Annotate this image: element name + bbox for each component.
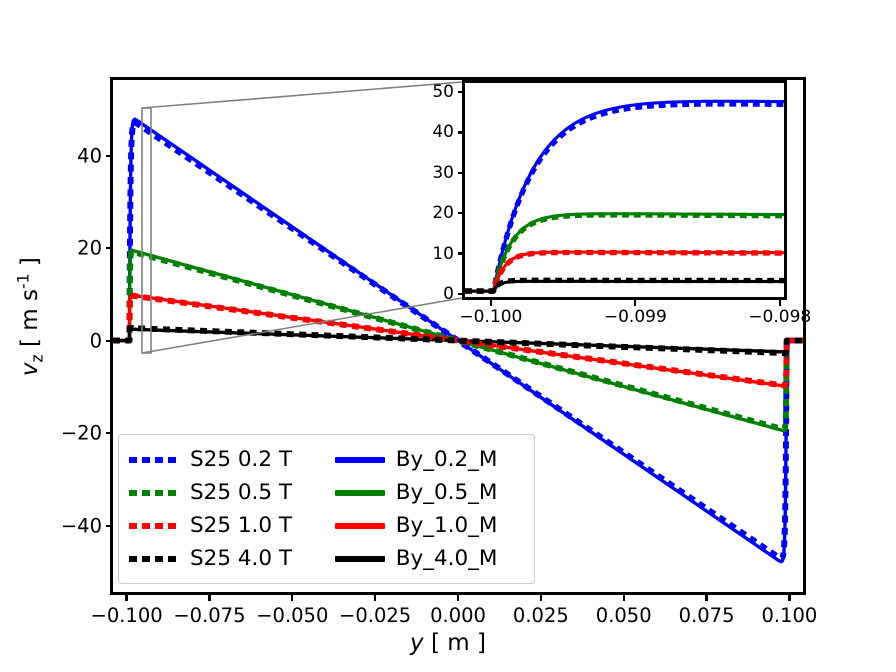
legend-box[interactable]: S25 0.2 T By_0.2_M S25 0.5 T By_0.5_M S2… (118, 434, 535, 584)
legend-swatch-solid (334, 456, 385, 463)
legend-label: S25 1.0 T (190, 513, 292, 538)
legend-label: By_1.0_M (395, 513, 498, 538)
inset-y-axis-tick-label: 10 (432, 243, 454, 264)
legend-swatch-dotted (129, 555, 179, 562)
series-s25-0-2-t (113, 119, 803, 562)
y-axis-tick (106, 339, 113, 342)
inset-y-axis-tick (458, 171, 465, 174)
inset-y-axis-tick (458, 212, 465, 215)
y-axis-label-wrap: vz [ m s-1 ] (0, 0, 58, 672)
x-axis-tick-label: 0.075 (678, 604, 735, 627)
legend-label: S25 0.5 T (190, 480, 292, 505)
y-axis-variable: v (17, 362, 44, 377)
y-axis-tick (106, 154, 113, 157)
inset-plot-axes (462, 80, 787, 300)
legend-entry-s25-02t[interactable]: S25 0.2 T (129, 447, 335, 472)
series-s25-0-5-t (113, 248, 803, 433)
y-axis-tick-label: 40 (77, 144, 102, 168)
y-axis-tick-label: 0 (89, 329, 102, 353)
legend-entry-by-40-m[interactable]: By_4.0_M (334, 546, 524, 571)
y-axis-exponent: -1 (13, 273, 33, 290)
legend-swatch-dotted (129, 489, 179, 496)
x-axis-tick (374, 594, 377, 601)
legend-label: S25 4.0 T (190, 546, 292, 571)
legend-entry-by-02-m[interactable]: By_0.2_M (334, 447, 524, 472)
x-axis-tick-label: 0.050 (595, 604, 652, 627)
legend-swatch-dotted (129, 522, 179, 529)
inset-y-axis-tick (458, 91, 465, 94)
legend-swatch-solid (334, 489, 385, 496)
inset-y-axis-tick-label: 50 (432, 82, 454, 103)
y-axis-tick (106, 432, 113, 435)
inset-series-s25-0-5-t (465, 212, 784, 294)
x-axis-tick (291, 594, 294, 601)
x-axis-tick-label: −0.050 (256, 604, 329, 627)
legend-swatch-solid (334, 522, 385, 529)
y-axis-tick-label: 20 (77, 236, 102, 260)
x-axis-unit: [ m ] (430, 630, 486, 656)
inset-y-axis-tick-label: 20 (432, 203, 454, 224)
x-axis-variable: y (410, 630, 424, 656)
y-axis-tick (106, 247, 113, 250)
x-axis-tick-label: −0.100 (90, 604, 163, 627)
legend-label: By_0.2_M (395, 447, 498, 472)
x-axis-tick-label: −0.075 (173, 604, 246, 627)
x-axis-tick (456, 594, 460, 601)
inset-x-axis-tick (778, 299, 781, 306)
y-axis-subscript: z (27, 354, 47, 363)
inset-x-axis-tick-label: −0.099 (603, 307, 667, 327)
legend-row: S25 4.0 T By_4.0_M (129, 542, 524, 575)
inset-y-axis-tick-label: 0 (443, 283, 454, 304)
legend-entry-by-05-m[interactable]: By_0.5_M (334, 480, 524, 505)
inset-series-by_1-0_m (465, 250, 784, 293)
legend-entry-s25-10t[interactable]: S25 1.0 T (129, 513, 335, 538)
x-axis-tick-label: 0.025 (512, 604, 569, 627)
legend-label: By_0.5_M (395, 480, 498, 505)
x-axis-tick (705, 594, 708, 601)
inset-x-axis-tick (634, 299, 637, 306)
inset-plot-curves (465, 99, 784, 294)
inset-y-axis-tick (458, 131, 465, 134)
inset-y-axis-tick (458, 252, 465, 255)
inset-series-s25-1-0-t (465, 249, 784, 294)
legend-entry-s25-40t[interactable]: S25 4.0 T (129, 546, 335, 571)
x-axis-tick-label: 0.100 (761, 604, 818, 627)
x-axis-tick (788, 594, 791, 601)
legend-label: S25 0.2 T (190, 447, 292, 472)
inset-x-axis-tick-label: −0.098 (748, 307, 812, 327)
x-axis-tick (539, 594, 542, 601)
y-axis-tick (106, 524, 113, 527)
x-axis-label: y [ m ] (0, 630, 896, 656)
legend-row: S25 0.2 T By_0.2_M (129, 443, 524, 476)
legend-swatch-dotted (129, 456, 179, 463)
inset-x-axis-tick (489, 299, 492, 306)
inset-y-axis-tick-label: 40 (432, 122, 454, 143)
inset-y-axis-tick-label: 30 (432, 162, 454, 183)
x-axis-tick-label: 0.000 (430, 604, 486, 627)
inset-y-axis-tick (458, 292, 465, 296)
inset-series-s25-4-0-t (465, 277, 784, 294)
legend-entry-s25-05t[interactable]: S25 0.5 T (129, 480, 335, 505)
x-axis-tick (125, 594, 128, 601)
legend-row: S25 1.0 T By_1.0_M (129, 509, 524, 542)
y-axis-tick-label: −20 (60, 421, 102, 445)
x-axis-tick-label: −0.025 (339, 604, 412, 627)
legend-label: By_4.0_M (395, 546, 498, 571)
y-axis-unit-open: [ m s (17, 289, 44, 347)
legend-row: S25 0.5 T By_0.5_M (129, 476, 524, 509)
x-axis-tick (208, 594, 211, 601)
legend-entry-by-10-m[interactable]: By_1.0_M (334, 513, 524, 538)
y-axis-unit-close: ] (17, 257, 44, 274)
inset-series-by_0-2_m (465, 99, 784, 293)
x-axis-tick (622, 594, 625, 601)
y-axis-label: vz [ m s-1 ] (13, 167, 46, 467)
inset-series-s25-0-2-t (465, 101, 784, 294)
inset-x-axis-tick-label: −0.100 (459, 307, 523, 327)
series-s25-1-0-t (113, 292, 803, 389)
legend-swatch-solid (334, 555, 385, 562)
y-axis-tick-label: −40 (60, 514, 102, 538)
